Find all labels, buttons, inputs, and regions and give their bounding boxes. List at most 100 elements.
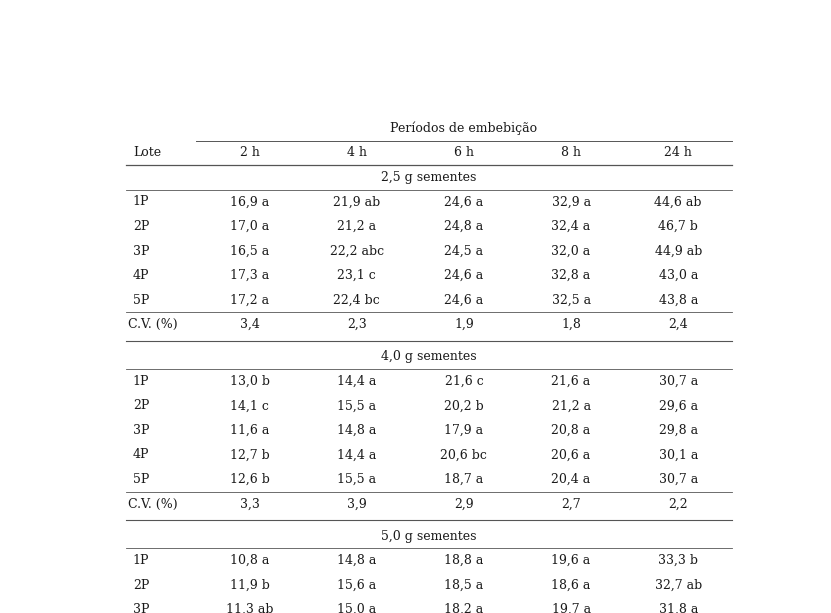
Text: 2,7: 2,7 (561, 498, 581, 511)
Text: 44,6 ab: 44,6 ab (655, 196, 702, 208)
Text: 32,0 a: 32,0 a (552, 245, 591, 257)
Text: 4P: 4P (133, 269, 150, 282)
Text: 46,7 b: 46,7 b (658, 220, 698, 233)
Text: 18,2 a: 18,2 a (445, 603, 484, 613)
Text: 24 h: 24 h (664, 147, 692, 159)
Text: 17,0 a: 17,0 a (230, 220, 269, 233)
Text: 17,2 a: 17,2 a (230, 294, 269, 306)
Text: 13,0 b: 13,0 b (229, 375, 269, 388)
Text: 14,1 c: 14,1 c (230, 399, 269, 413)
Text: 21,2 a: 21,2 a (337, 220, 376, 233)
Text: 20,8 a: 20,8 a (552, 424, 591, 437)
Text: 2,2: 2,2 (668, 498, 688, 511)
Text: 22,4 bc: 22,4 bc (333, 294, 380, 306)
Text: 23,1 c: 23,1 c (337, 269, 376, 282)
Text: 18,8 a: 18,8 a (445, 554, 484, 567)
Text: 16,9 a: 16,9 a (230, 196, 269, 208)
Text: 3,9: 3,9 (347, 498, 366, 511)
Text: 3,3: 3,3 (239, 498, 259, 511)
Text: 32,9 a: 32,9 a (552, 196, 591, 208)
Text: 18,6 a: 18,6 a (552, 579, 591, 592)
Text: 14,8 a: 14,8 a (337, 554, 376, 567)
Text: 44,9 ab: 44,9 ab (655, 245, 702, 257)
Text: 21,2 a: 21,2 a (552, 399, 591, 413)
Text: 5,0 g sementes: 5,0 g sementes (381, 530, 477, 543)
Text: 31,8 a: 31,8 a (658, 603, 698, 613)
Text: 2,9: 2,9 (454, 498, 474, 511)
Text: 24,6 a: 24,6 a (445, 294, 484, 306)
Text: 20,6 a: 20,6 a (552, 449, 591, 462)
Text: Períodos de embebição: Períodos de embebição (391, 121, 538, 135)
Text: 30,7 a: 30,7 a (659, 473, 698, 486)
Text: 2P: 2P (133, 579, 150, 592)
Text: 3,4: 3,4 (239, 318, 259, 331)
Text: 5P: 5P (133, 294, 150, 306)
Text: 43,0 a: 43,0 a (658, 269, 698, 282)
Text: 19,7 a: 19,7 a (552, 603, 591, 613)
Text: 15,5 a: 15,5 a (337, 473, 376, 486)
Text: 5P: 5P (133, 473, 150, 486)
Text: 16,5 a: 16,5 a (230, 245, 269, 257)
Text: 1,8: 1,8 (561, 318, 581, 331)
Text: 2P: 2P (133, 220, 150, 233)
Text: 14,8 a: 14,8 a (337, 424, 376, 437)
Text: 24,6 a: 24,6 a (445, 196, 484, 208)
Text: 3P: 3P (133, 245, 150, 257)
Text: 4,0 g sementes: 4,0 g sementes (381, 350, 477, 364)
Text: 33,3 b: 33,3 b (658, 554, 698, 567)
Text: 1P: 1P (133, 554, 150, 567)
Text: 3P: 3P (133, 603, 150, 613)
Text: 2P: 2P (133, 399, 150, 413)
Text: 18,7 a: 18,7 a (445, 473, 484, 486)
Text: 1P: 1P (133, 375, 150, 388)
Text: 2,4: 2,4 (668, 318, 688, 331)
Text: 43,8 a: 43,8 a (658, 294, 698, 306)
Text: 30,1 a: 30,1 a (658, 449, 698, 462)
Text: 21,6 a: 21,6 a (552, 375, 591, 388)
Text: 20,2 b: 20,2 b (444, 399, 484, 413)
Text: 22,2 abc: 22,2 abc (330, 245, 384, 257)
Text: 20,6 bc: 20,6 bc (440, 449, 487, 462)
Text: 17,3 a: 17,3 a (230, 269, 269, 282)
Text: 14,4 a: 14,4 a (337, 449, 376, 462)
Text: 11,6 a: 11,6 a (230, 424, 269, 437)
Text: 32,4 a: 32,4 a (552, 220, 591, 233)
Text: 19,6 a: 19,6 a (552, 554, 591, 567)
Text: 29,6 a: 29,6 a (659, 399, 698, 413)
Text: 21,6 c: 21,6 c (445, 375, 484, 388)
Text: 18,5 a: 18,5 a (445, 579, 484, 592)
Text: 32,7 ab: 32,7 ab (655, 579, 702, 592)
Text: 21,9 ab: 21,9 ab (333, 196, 381, 208)
Text: C.V. (%): C.V. (%) (128, 498, 178, 511)
Text: 11,9 b: 11,9 b (229, 579, 269, 592)
Text: 20,4 a: 20,4 a (552, 473, 591, 486)
Text: 10,8 a: 10,8 a (230, 554, 269, 567)
Text: 32,5 a: 32,5 a (552, 294, 591, 306)
Text: 29,8 a: 29,8 a (659, 424, 698, 437)
Text: 12,6 b: 12,6 b (229, 473, 269, 486)
Text: 6 h: 6 h (454, 147, 474, 159)
Text: C.V. (%): C.V. (%) (128, 318, 178, 331)
Text: 4P: 4P (133, 449, 150, 462)
Text: 3P: 3P (133, 424, 150, 437)
Text: 1P: 1P (133, 196, 150, 208)
Text: 24,5 a: 24,5 a (445, 245, 484, 257)
Text: 12,7 b: 12,7 b (229, 449, 269, 462)
Text: 32,8 a: 32,8 a (552, 269, 591, 282)
Text: 17,9 a: 17,9 a (445, 424, 484, 437)
Text: 15,6 a: 15,6 a (337, 579, 376, 592)
Text: 15,5 a: 15,5 a (337, 399, 376, 413)
Text: 1,9: 1,9 (454, 318, 474, 331)
Text: 15,0 a: 15,0 a (337, 603, 376, 613)
Text: 2 h: 2 h (239, 147, 259, 159)
Text: 4 h: 4 h (347, 147, 366, 159)
Text: 14,4 a: 14,4 a (337, 375, 376, 388)
Text: 8 h: 8 h (561, 147, 581, 159)
Text: 24,8 a: 24,8 a (445, 220, 484, 233)
Text: 11,3 ab: 11,3 ab (226, 603, 273, 613)
Text: 24,6 a: 24,6 a (445, 269, 484, 282)
Text: Lote: Lote (133, 147, 161, 159)
Text: 2,5 g sementes: 2,5 g sementes (381, 171, 477, 184)
Text: 2,3: 2,3 (347, 318, 366, 331)
Text: 30,7 a: 30,7 a (659, 375, 698, 388)
